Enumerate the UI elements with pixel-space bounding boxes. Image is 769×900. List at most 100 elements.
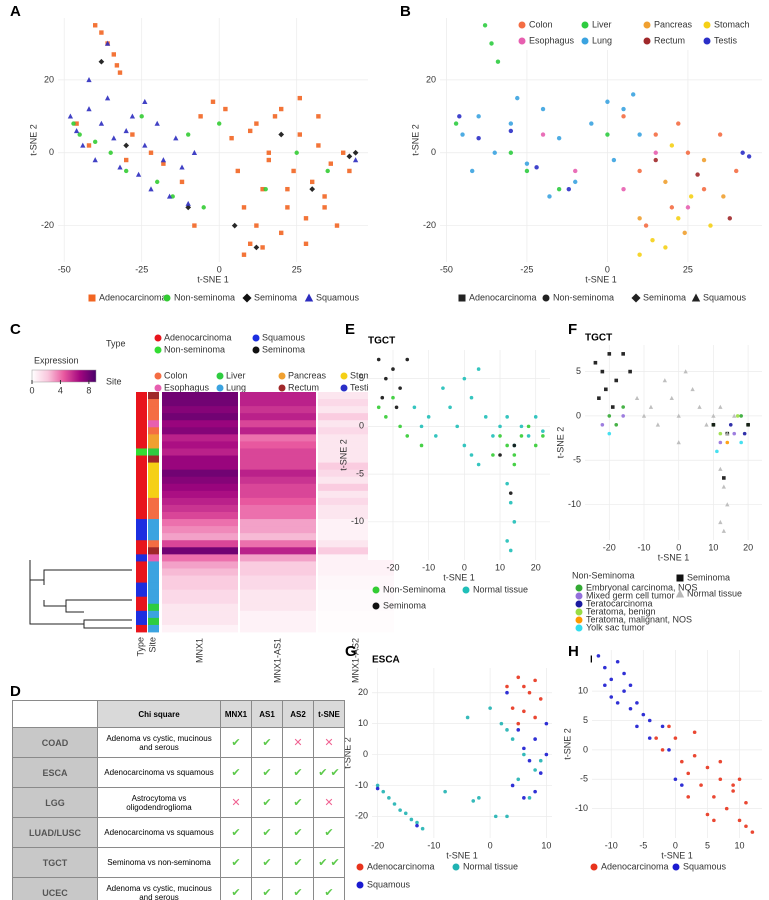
point [341,150,346,155]
heat-cell [162,399,238,407]
point [510,706,515,710]
point [715,449,719,454]
point [124,168,129,174]
point [621,405,625,409]
point [242,293,252,303]
point [596,654,601,658]
legend-label: Esophagus [529,35,575,45]
point [533,715,537,720]
point [426,415,431,419]
point [533,415,538,419]
point [732,413,737,418]
legend-label: Colon [529,19,553,29]
point [712,795,716,799]
y-tick-label: 10 [578,686,588,696]
type-cell [136,490,147,499]
site-cell [148,392,159,400]
heat-cell [318,561,394,569]
point [254,223,259,228]
point [607,414,612,418]
point [727,216,732,221]
point [643,37,651,45]
panel-letter: C [10,321,21,338]
chart-title: TGCT [368,336,395,347]
point [316,143,321,148]
point [352,149,359,156]
x-tick-label: 20 [531,562,541,572]
point [452,863,460,871]
header-row: Chi square MNX1 AS1 AS2 t-SNE [12,700,345,728]
x-tick-label: 25 [292,264,302,274]
point [744,800,748,805]
point [653,132,658,137]
point [476,367,481,371]
point [614,378,619,383]
heat-cell [240,582,316,591]
point [533,678,537,683]
point [303,216,309,221]
legend-label: Adenocarcinoma [164,332,232,342]
point [669,395,674,400]
point [518,37,526,45]
point [448,405,452,410]
heat-cell [318,617,394,626]
point [80,142,86,148]
point [705,765,710,770]
type-cell [136,624,147,633]
type-cell [136,504,147,513]
heat-cell [162,540,238,548]
point [739,414,743,418]
point [98,58,105,65]
point [241,205,247,210]
point [667,748,671,752]
point [547,194,552,199]
point [455,424,460,429]
point [544,752,549,757]
point [415,820,419,825]
type-cell [136,462,147,471]
legend-label: Squamous [262,332,306,342]
point [499,721,504,726]
point [160,157,167,163]
x-tick-label: 0 [488,840,493,850]
type-cell [136,603,147,612]
result-mark: ✔ [220,847,252,878]
point [508,491,513,495]
legend-label: Seminoma [262,344,305,354]
type-cell [136,589,147,598]
legend-label: Non-seminoma [164,344,225,354]
point [505,443,509,448]
point [516,777,521,782]
point [398,424,402,429]
x-tick-label: -10 [637,542,650,552]
legend-label: Non-seminoma [174,292,235,302]
point [637,252,642,257]
point [495,59,501,64]
point [722,476,726,480]
point [405,357,410,362]
point [609,677,614,682]
panel-letter: E [345,321,355,338]
heat-cell [318,455,394,463]
point [637,216,642,221]
point [462,376,467,381]
point [676,121,681,126]
heat-cell [162,455,238,463]
y-tick-label: 5 [576,366,581,376]
point [718,759,723,764]
type-cell [136,476,147,485]
site-cell [148,547,159,555]
point [541,434,545,438]
point [718,440,723,445]
point [483,415,488,419]
legend-label: Adenocarcinoma [601,861,669,871]
chart-title: ESCA [372,655,400,666]
site-cell [148,490,159,499]
site-cell [148,561,159,569]
heat-cell [162,469,238,478]
point [248,128,253,134]
legend-marker [252,334,260,342]
type-cell [136,582,147,591]
point [533,443,538,448]
type-cell [136,610,147,619]
